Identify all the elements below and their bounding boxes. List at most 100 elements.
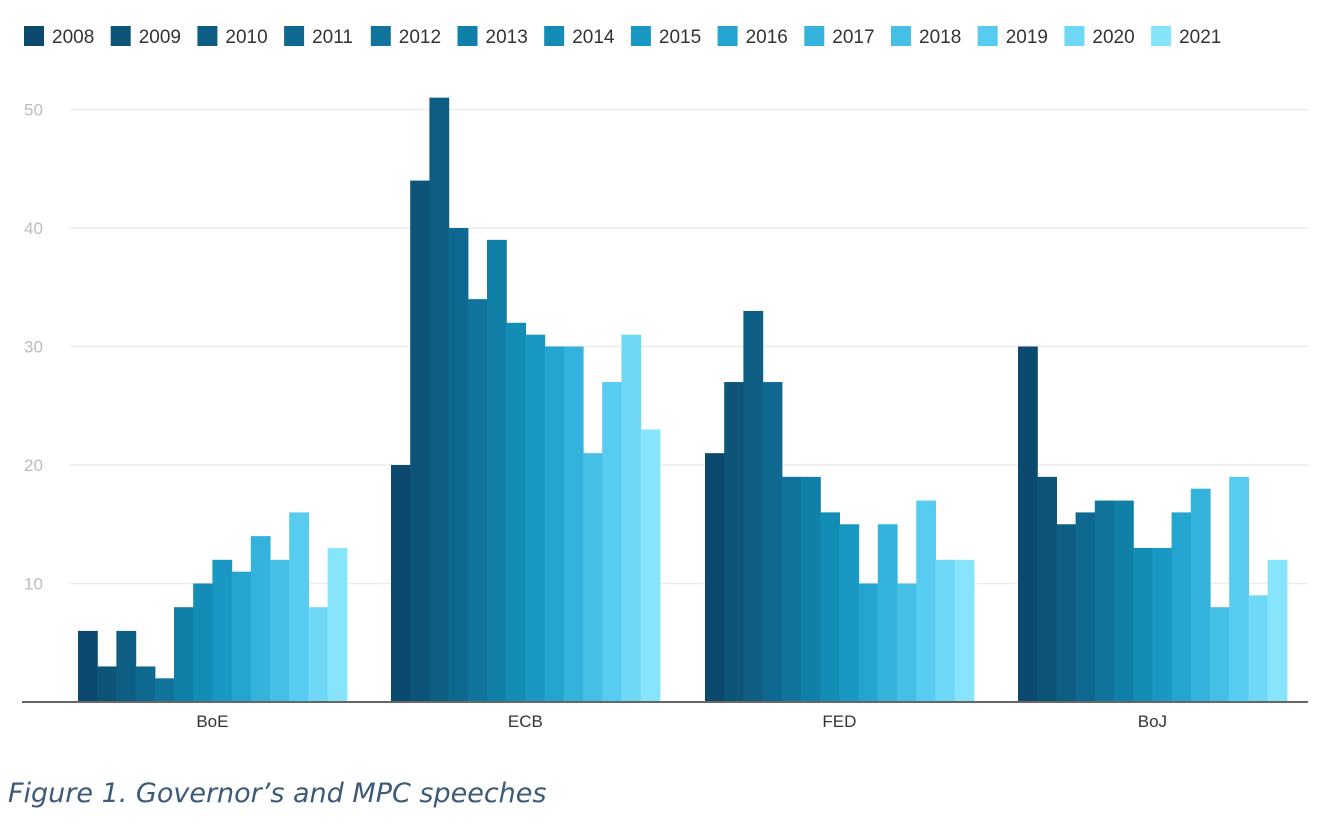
- bar-BoJ-2010: [1056, 524, 1077, 702]
- x-axis-category-labels: BoE ECB FED BoJ: [196, 712, 1167, 731]
- bar-ECB-2017: [563, 346, 584, 702]
- bar-FED-2021: [954, 559, 975, 702]
- speeches-bar-chart: 2008 2009 2010 2011 2012 2013 2014 2015 2016 2017…: [22, 26, 1308, 731]
- x-label-BoE: BoE: [196, 712, 228, 731]
- legend-label-2016: 2016: [746, 27, 788, 48]
- legend-swatch-2020: [1064, 26, 1085, 46]
- bar-ECB-2016: [544, 346, 565, 702]
- bar-BoE-2020: [308, 607, 329, 702]
- bar-FED-2011: [762, 382, 783, 702]
- x-label-FED: FED: [822, 712, 856, 731]
- bar-BoE-2010: [116, 630, 137, 702]
- bar-FED-2018: [897, 583, 917, 702]
- legend-swatch-2011: [284, 26, 305, 46]
- bar-ECB-2019: [602, 382, 622, 702]
- bar-groups: [78, 97, 1288, 703]
- bar-FED-2016: [858, 583, 879, 702]
- bar-ECB-2012: [467, 299, 488, 702]
- bar-BoE-2011: [135, 666, 156, 702]
- bar-BoJ-2008: [1018, 346, 1038, 702]
- bar-BoE-2008: [78, 630, 98, 702]
- bar-group-FED: [705, 310, 975, 702]
- bar-ECB-2020: [621, 334, 642, 702]
- y-tick-label-40: 40: [24, 219, 43, 238]
- bar-BoE-2015: [212, 559, 233, 702]
- bar-FED-2015: [839, 524, 860, 702]
- bar-BoJ-2021: [1267, 559, 1288, 702]
- y-tick-label-20: 20: [24, 456, 43, 475]
- legend-swatch-2019: [977, 26, 998, 46]
- bar-ECB-2013: [487, 239, 507, 702]
- bar-BoE-2017: [250, 536, 271, 702]
- legend-label-2008: 2008: [52, 27, 94, 48]
- bar-BoE-2018: [270, 559, 290, 702]
- legend-swatch-2018: [891, 26, 911, 46]
- legend-swatch-2010: [197, 26, 218, 46]
- bar-BoJ-2015: [1152, 547, 1173, 702]
- legend-label-2017: 2017: [832, 27, 874, 48]
- bar-FED-2020: [935, 559, 956, 702]
- y-tick-label-50: 50: [24, 101, 43, 120]
- bar-BoE-2014: [193, 583, 213, 702]
- bar-FED-2017: [877, 524, 898, 702]
- legend-swatch-2009: [110, 26, 131, 46]
- bar-group-BoE: [78, 512, 348, 702]
- chart-legend: 2008 2009 2010 2011 2012 2013 2014 2015 2016 2017…: [24, 26, 1221, 48]
- legend-swatch-2014: [544, 26, 565, 46]
- bar-BoE-2009: [97, 666, 117, 702]
- bar-ECB-2009: [410, 180, 430, 703]
- bar-FED-2012: [781, 476, 802, 702]
- bar-FED-2019: [916, 500, 936, 702]
- bar-BoE-2021: [327, 547, 348, 702]
- legend-label-2011: 2011: [312, 27, 353, 48]
- bar-ECB-2021: [640, 429, 661, 702]
- legend-swatch-2012: [370, 26, 391, 46]
- bar-FED-2008: [705, 453, 725, 702]
- bar-BoJ-2016: [1171, 512, 1192, 702]
- bar-BoE-2019: [289, 512, 309, 702]
- legend-label-2015: 2015: [659, 27, 701, 48]
- bar-group-ECB: [391, 97, 661, 703]
- bar-BoE-2016: [231, 571, 252, 702]
- bar-BoE-2012: [154, 678, 175, 702]
- y-axis-ticks: 10 20 30 40 50: [24, 101, 43, 594]
- y-tick-label-10: 10: [24, 575, 43, 594]
- legend-label-2020: 2020: [1092, 27, 1134, 48]
- bar-BoJ-2019: [1229, 476, 1249, 702]
- legend-label-2009: 2009: [139, 27, 181, 48]
- legend-swatch-2017: [804, 26, 825, 46]
- y-tick-label-30: 30: [24, 338, 43, 357]
- x-label-ECB: ECB: [508, 712, 543, 731]
- bar-FED-2009: [724, 382, 744, 702]
- legend-label-2019: 2019: [1006, 27, 1048, 48]
- legend-swatch-2015: [630, 26, 651, 46]
- legend-label-2021: 2021: [1179, 27, 1221, 48]
- bar-ECB-2010: [429, 97, 450, 702]
- bar-group-BoJ: [1018, 346, 1288, 702]
- bar-ECB-2008: [391, 465, 411, 702]
- legend-label-2012: 2012: [399, 27, 441, 48]
- bar-BoJ-2009: [1037, 476, 1057, 702]
- bar-ECB-2015: [525, 334, 546, 702]
- legend-swatch-2008: [24, 26, 44, 46]
- bar-BoJ-2020: [1248, 595, 1269, 702]
- figure-caption: Figure 1. Governor’s and MPC speeches: [8, 778, 547, 809]
- bar-ECB-2011: [448, 228, 469, 702]
- bar-BoJ-2012: [1094, 500, 1115, 702]
- legend-label-2014: 2014: [572, 27, 615, 48]
- bar-FED-2013: [801, 476, 821, 702]
- bar-FED-2014: [820, 512, 840, 702]
- bar-ECB-2018: [583, 453, 603, 702]
- bar-FED-2010: [743, 310, 764, 702]
- legend-swatch-2021: [1151, 26, 1172, 46]
- legend-swatch-2016: [717, 26, 738, 46]
- bar-BoJ-2011: [1075, 512, 1096, 702]
- bar-ECB-2014: [506, 322, 526, 702]
- bar-BoJ-2017: [1190, 488, 1211, 702]
- bar-BoE-2013: [174, 607, 194, 702]
- legend-label-2010: 2010: [225, 27, 267, 48]
- bar-BoJ-2018: [1210, 607, 1230, 702]
- legend-label-2013: 2013: [486, 27, 528, 48]
- legend-swatch-2013: [457, 26, 478, 46]
- bar-BoJ-2013: [1114, 500, 1134, 702]
